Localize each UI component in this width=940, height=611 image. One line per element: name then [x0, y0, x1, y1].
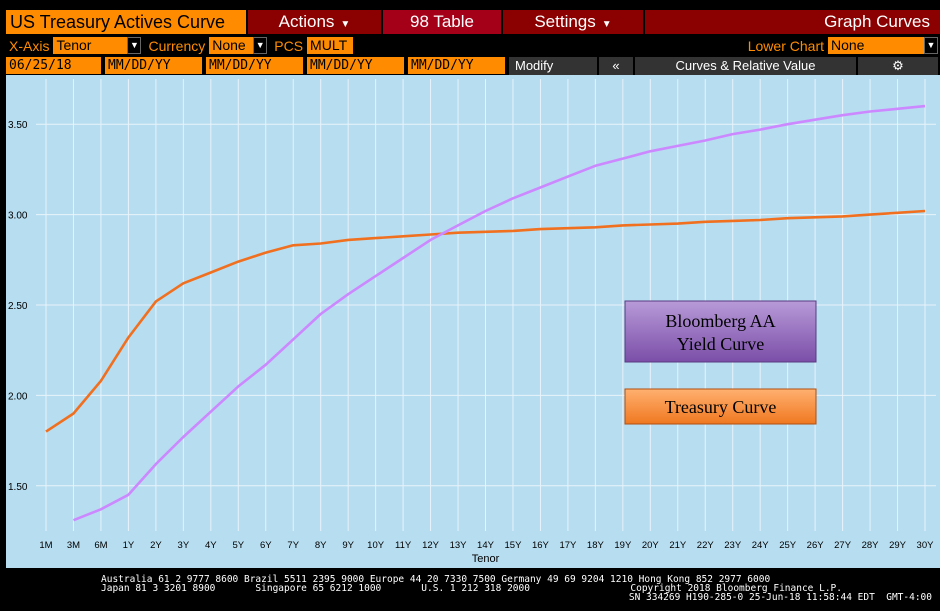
chevron-down-icon[interactable]: ▼ [127, 37, 142, 54]
lower-chart-label: Lower Chart [747, 37, 824, 54]
date-field-3[interactable]: MM/DD/YY [206, 57, 303, 74]
x-tick-label: 18Y [587, 540, 605, 551]
y-tick-label: 2.50 [8, 301, 28, 312]
legend-aa-label-line1: Bloomberg AA [665, 311, 775, 331]
y-tick-label: 1.50 [8, 482, 28, 493]
modify-button[interactable]: Modify [509, 56, 597, 75]
graph-curves-label: Graph Curves [643, 10, 940, 34]
x-tick-label: 12Y [422, 540, 440, 551]
x-tick-label: 29Y [889, 540, 907, 551]
treasury-curve-line [45, 209, 926, 433]
y-tick-label: 3.50 [8, 120, 28, 131]
date-field-2[interactable]: MM/DD/YY [105, 57, 202, 74]
table-label: Table [433, 12, 474, 31]
legend-treasury-label: Treasury Curve [665, 397, 777, 417]
x-tick-label: 3Y [178, 540, 190, 551]
xaxis-select[interactable]: Tenor [53, 37, 128, 54]
x-tick-label: 17Y [559, 540, 577, 551]
chevron-down-icon: ▼ [340, 19, 351, 30]
x-axis-label: Tenor [472, 553, 500, 565]
legend-treasury-box [624, 388, 817, 425]
x-tick-label: 23Y [724, 540, 742, 551]
gear-icon[interactable]: ⚙ [858, 56, 938, 75]
x-tick-label: 10Y [367, 540, 385, 551]
date-field-4[interactable]: MM/DD/YY [307, 57, 404, 74]
chevron-down-icon[interactable]: ▼ [253, 37, 268, 54]
x-tick-label: 1M [39, 540, 52, 551]
chevron-down-icon[interactable]: ▼ [924, 37, 938, 54]
dates-row: 06/25/18 MM/DD/YY MM/DD/YY MM/DD/YY MM/D… [6, 56, 940, 75]
lower-chart-select[interactable]: None [828, 37, 924, 54]
pcs-field[interactable]: MULT [307, 37, 354, 54]
date-field-1[interactable]: 06/25/18 [6, 57, 101, 74]
x-tick-label: 6M [94, 540, 107, 551]
currency-label: Currency [148, 37, 206, 54]
date-field-5[interactable]: MM/DD/YY [408, 57, 505, 74]
x-tick-label: 16Y [532, 540, 550, 551]
x-tick-label: 7Y [287, 540, 299, 551]
footer-serial: SN 334269 H190-285-0 25-Jun-18 11:58:44 … [628, 592, 932, 603]
x-tick-label: 3M [67, 540, 80, 551]
settings-menu[interactable]: Settings ▼ [501, 10, 643, 34]
x-tick-label: 9Y [342, 540, 354, 551]
aa-yield-curve-line [73, 104, 926, 522]
xaxis-label: X-Axis [9, 37, 50, 54]
footer-copyright: Copyright 2018 Bloomberg Finance L.P. [630, 583, 842, 594]
legend-aa-box [624, 300, 817, 363]
y-tick-label: 2.00 [8, 391, 28, 402]
x-tick-label: 28Y [862, 540, 880, 551]
chart-area: 1.50 2.00 2.50 3.00 3.50 1M 3M 6M 1Y 2Y 3Y 4Y 5Y 6Y 7Y… [6, 75, 940, 568]
x-tick-label: 21Y [669, 540, 687, 551]
x-tick-label: 22Y [697, 540, 715, 551]
x-tick-label: 13Y [450, 540, 468, 551]
chevron-down-icon: ▼ [601, 19, 612, 30]
footer-contacts-line1: Australia 61 2 9777 8600 Brazil 5511 239… [101, 574, 771, 585]
x-tick-label: 11Y [395, 540, 412, 551]
x-tick-label: 30Y [917, 540, 935, 551]
table-button[interactable]: 98 Table [381, 10, 501, 34]
x-tick-label: 14Y [477, 540, 495, 551]
collapse-button[interactable]: « [599, 56, 633, 75]
legend-aa-label-line2: Yield Curve [677, 334, 765, 354]
x-tick-label: 25Y [779, 540, 797, 551]
pcs-label: PCS [274, 37, 304, 54]
x-tick-label: 6Y [260, 540, 272, 551]
x-tick-label: 5Y [232, 540, 244, 551]
footer: Australia 61 2 9777 8600 Brazil 5511 239… [6, 569, 940, 611]
table-code: 98 [410, 12, 429, 31]
top-toolbar: US Treasury Actives Curve Actions ▼ 98 Ta… [6, 10, 940, 34]
x-tick-label: 24Y [752, 540, 770, 551]
y-tick-label: 3.00 [8, 211, 28, 222]
x-tick-label: 20Y [642, 540, 660, 551]
curves-relative-value-button[interactable]: Curves & Relative Value [635, 56, 856, 75]
window-title: US Treasury Actives Curve [6, 10, 246, 34]
x-tick-label: 1Y [123, 540, 135, 551]
controls-row: X-Axis Tenor ▼ Currency None ▼ PCS MULT … [6, 36, 940, 55]
x-tick-label: 4Y [205, 540, 217, 551]
currency-select[interactable]: None [209, 37, 254, 54]
x-tick-label: 27Y [834, 540, 852, 551]
x-tick-label: 15Y [505, 540, 523, 551]
settings-label: Settings [534, 12, 596, 31]
x-tick-label: 26Y [807, 540, 825, 551]
actions-menu[interactable]: Actions ▼ [246, 10, 381, 34]
footer-contacts-line2: Japan 81 3 3201 8900 Singapore 65 6212 1… [101, 583, 530, 594]
x-tick-label: 19Y [614, 540, 632, 551]
x-tick-label: 8Y [315, 540, 327, 551]
yield-curve-chart: 1.50 2.00 2.50 3.00 3.50 1M 3M 6M 1Y 2Y 3Y 4Y 5Y 6Y 7Y… [8, 79, 936, 565]
x-tick-label: 2Y [150, 540, 162, 551]
actions-label: Actions [278, 12, 335, 31]
